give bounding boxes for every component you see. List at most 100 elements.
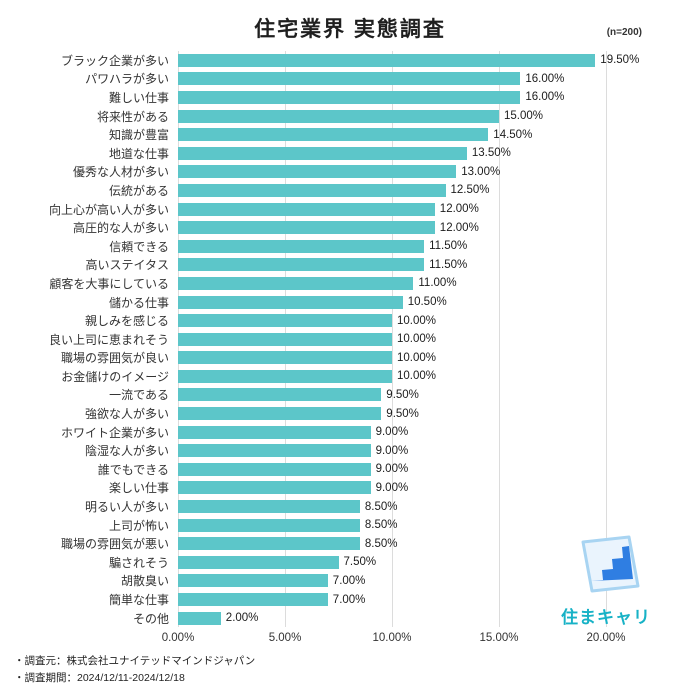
value-label: 7.50% <box>343 556 377 569</box>
bar-track: 16.00% <box>178 90 606 104</box>
bar <box>178 351 392 365</box>
bar <box>178 518 360 532</box>
bar-row: 信頼できる 11.50% <box>0 237 700 256</box>
bar <box>178 388 382 402</box>
bar-track: 15.00% <box>178 109 606 123</box>
brand-logo: 住まキャリ <box>546 534 666 628</box>
footer-notes: ・調査元：株式会社ユナイテッドマインドジャパン ・調査期間：2024/12/11… <box>14 653 255 687</box>
value-label: 11.50% <box>429 258 468 271</box>
category-label: 胡散臭い <box>120 574 169 589</box>
bar-row: 顧客を大事にしている 11.00% <box>0 274 700 293</box>
survey-period-note: ・調査期間：2024/12/11-2024/12/18 <box>14 671 185 684</box>
bar <box>178 53 596 67</box>
bar <box>178 425 371 439</box>
value-label: 10.00% <box>397 370 437 383</box>
category-label: 上司が怖い <box>108 518 169 533</box>
category-label: 儲かる仕事 <box>108 295 169 310</box>
value-label: 8.50% <box>364 537 398 550</box>
category-label: 一流である <box>109 388 169 403</box>
value-label: 12.00% <box>439 221 479 234</box>
category-label: 良い上司に恵まれそう <box>48 332 169 347</box>
bar-track: 11.50% <box>178 239 606 253</box>
bar-row: 伝統がある 12.50% <box>0 181 700 200</box>
bar-track: 9.00% <box>178 481 606 495</box>
bar-track: 16.00% <box>178 72 606 86</box>
bar <box>178 555 339 569</box>
bar <box>178 593 328 607</box>
bar <box>178 258 425 272</box>
value-label: 10.00% <box>397 314 437 327</box>
gridline <box>392 51 393 628</box>
value-label: 14.50% <box>493 128 533 141</box>
bar-track: 14.50% <box>178 128 606 142</box>
bar-track: 19.50% <box>178 53 639 67</box>
survey-source-note: ・調査元：株式会社ユナイテッドマインドジャパン <box>14 655 256 667</box>
category-label: その他 <box>132 611 169 626</box>
x-tick-label: 10.00% <box>372 632 412 645</box>
bar <box>178 295 403 309</box>
value-label: 7.00% <box>332 574 366 587</box>
value-label: 9.00% <box>375 481 409 494</box>
value-label: 8.50% <box>364 519 398 532</box>
bar-track: 7.00% <box>178 593 606 607</box>
bar-row: 誰でもできる 9.00% <box>0 460 700 479</box>
category-label: 職場の雰囲気が良い <box>60 351 169 366</box>
bar <box>178 165 457 179</box>
bar-row: 高圧的な人が多い 12.00% <box>0 218 700 237</box>
value-label: 9.00% <box>375 444 409 457</box>
bar-row: 強欲な人が多い 9.50% <box>0 404 700 423</box>
value-label: 13.00% <box>461 165 501 178</box>
bar-track: 7.50% <box>178 555 606 569</box>
bar <box>178 314 392 328</box>
value-label: 16.00% <box>525 91 565 104</box>
bar-track: 2.00% <box>178 611 606 625</box>
category-label: 楽しい仕事 <box>108 481 169 496</box>
category-label: 将来性がある <box>96 109 169 124</box>
value-label: 12.50% <box>450 184 490 197</box>
value-label: 13.50% <box>471 147 511 160</box>
bar-row: 地道な仕事 13.50% <box>0 144 700 163</box>
bar <box>178 239 425 253</box>
bar-row: その他 2.00% <box>0 609 700 628</box>
bar-track: 8.50% <box>178 537 606 551</box>
bar <box>178 407 382 421</box>
brand-logo-text: 住まキャリ <box>561 608 651 627</box>
bar <box>178 537 360 551</box>
bar-row: ブラック企業が多い 19.50% <box>0 51 700 70</box>
category-label: 高圧的な人が多い <box>72 221 169 236</box>
bar-track: 9.00% <box>178 444 606 458</box>
bar <box>178 109 499 123</box>
category-label: お金儲けのイメージ <box>61 369 169 384</box>
category-label: 簡単な仕事 <box>108 593 169 608</box>
category-label: 騙されそう <box>108 555 169 570</box>
bar-track: 8.50% <box>178 500 606 514</box>
bar-row: 優秀な人材が多い 13.00% <box>0 163 700 182</box>
bar-row: お金儲けのイメージ 10.00% <box>0 367 700 386</box>
category-label: ブラック企業が多い <box>60 53 169 68</box>
bar <box>178 611 221 625</box>
bar-track: 12.50% <box>178 183 606 197</box>
bar-track: 9.00% <box>178 462 606 476</box>
bar-row: 将来性がある 15.00% <box>0 107 700 126</box>
bar-track: 10.00% <box>178 369 606 383</box>
chart-header: 住宅業界 実態調査 (n=200) <box>0 0 700 47</box>
value-label: 2.00% <box>225 612 259 625</box>
bar-track: 9.50% <box>178 407 606 421</box>
bar-row: 高いステイタス 11.50% <box>0 256 700 275</box>
gridline <box>606 51 607 628</box>
bar <box>178 369 392 383</box>
value-label: 8.50% <box>364 500 398 513</box>
value-label: 11.00% <box>418 277 457 290</box>
bar-track: 11.00% <box>178 276 606 290</box>
category-label: 職場の雰囲気が悪い <box>60 537 169 552</box>
x-tick-label: 5.00% <box>268 632 302 645</box>
category-label: 向上心が高い人が多い <box>48 202 169 217</box>
value-label: 11.50% <box>429 240 468 253</box>
value-label: 10.00% <box>397 351 437 364</box>
sample-size-label: (n=200) <box>606 27 642 38</box>
category-label: 伝統がある <box>108 183 169 198</box>
x-tick-label: 0.00% <box>161 632 195 645</box>
bar <box>178 332 392 346</box>
bar-row: ホワイト企業が多い 9.00% <box>0 423 700 442</box>
stairs-icon <box>581 535 640 593</box>
